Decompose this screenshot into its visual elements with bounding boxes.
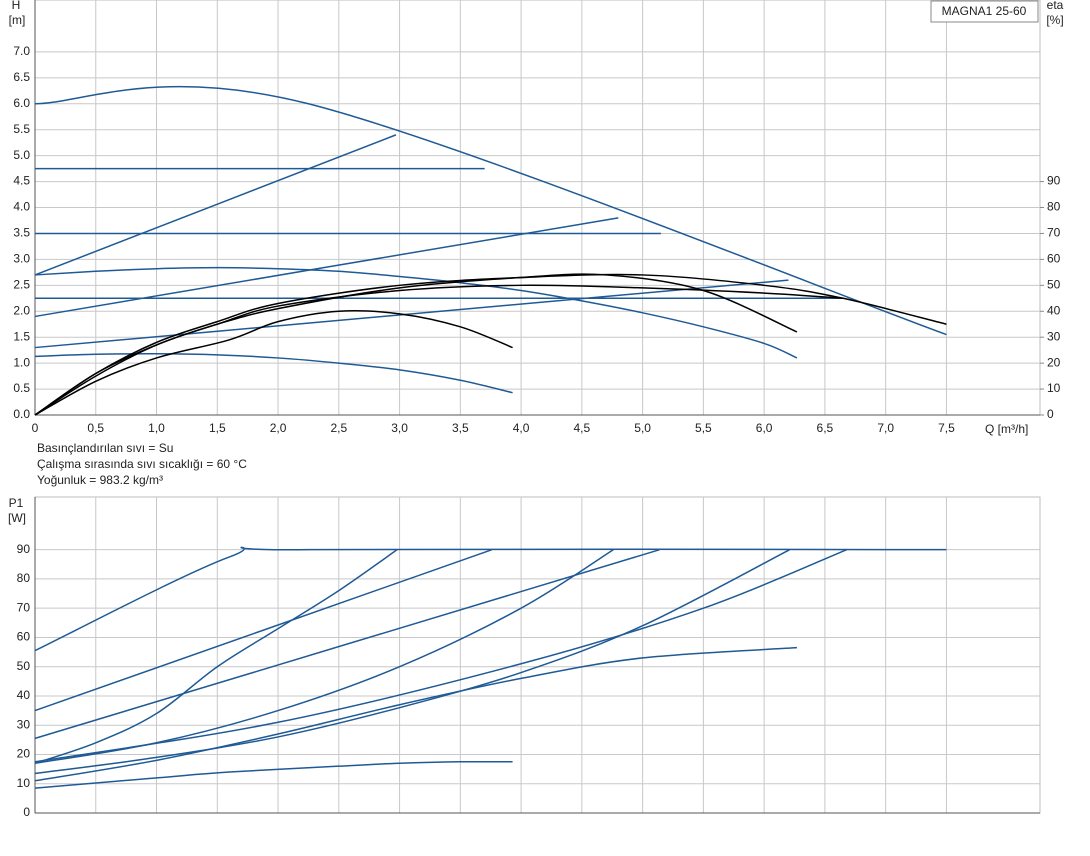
x-tick-label: 4,5 <box>574 421 591 435</box>
x-tick-label: 2,5 <box>330 421 347 435</box>
y-tick-label: 3.0 <box>13 252 30 266</box>
curve <box>34 546 947 652</box>
y-tick-label: 70 <box>17 600 31 614</box>
curve <box>34 279 789 349</box>
y-tick-label: 7.0 <box>13 44 30 58</box>
curve <box>34 134 397 276</box>
x-tick-label: 5,0 <box>634 421 651 435</box>
y-tick-label: 50 <box>17 659 31 673</box>
x-tick-label: 3,5 <box>452 421 469 435</box>
y2-tick-label: 90 <box>1047 174 1061 188</box>
note: Yoğunluk = 983.2 kg/m³ <box>37 473 163 487</box>
y2-tick-label: 50 <box>1047 277 1061 291</box>
curve <box>34 266 798 359</box>
curve <box>34 273 798 416</box>
y-tick-label: 60 <box>17 630 31 644</box>
y-tick-label: 5.5 <box>13 122 30 136</box>
y-axis-label: P1 <box>9 496 24 510</box>
model-label: MAGNA1 25-60 <box>942 4 1027 18</box>
y2-tick-label: 10 <box>1047 381 1061 395</box>
y2-tick-label: 40 <box>1047 303 1061 317</box>
y2-tick-label: 20 <box>1047 355 1061 369</box>
curve <box>34 549 398 764</box>
y-tick-label: 0.0 <box>13 407 30 421</box>
x-tick-label: 5,5 <box>695 421 712 435</box>
x-tick-label: 1,0 <box>148 421 165 435</box>
x-tick-label: 7,0 <box>877 421 894 435</box>
x-tick-label: 6,0 <box>756 421 773 435</box>
x-tick-label: 0,5 <box>87 421 104 435</box>
y-tick-label: 0.5 <box>13 381 30 395</box>
y2-axis-label: eta <box>1047 0 1064 12</box>
y-tick-label: 20 <box>17 747 31 761</box>
y-axis-label: H <box>12 0 21 12</box>
y2-tick-label: 60 <box>1047 252 1061 266</box>
y2-tick-label: 30 <box>1047 329 1061 343</box>
y-tick-label: 30 <box>17 717 31 731</box>
y-tick-label: 3.5 <box>13 226 30 240</box>
y-tick-label: 1.0 <box>13 355 30 369</box>
x-axis-label: Q [m³/h] <box>985 422 1028 436</box>
curve <box>34 548 848 763</box>
y-tick-label: 2.0 <box>13 303 30 317</box>
curve <box>34 353 513 394</box>
plot-area <box>34 496 1041 814</box>
note: Çalışma sırasında sıvı sıcaklığı = 60 °C <box>37 457 247 471</box>
y-tick-label: 80 <box>17 571 31 585</box>
x-tick-label: 3,0 <box>391 421 408 435</box>
y-tick-label: 6.5 <box>13 70 30 84</box>
y2-tick-label: 0 <box>1047 407 1054 421</box>
x-tick-label: 1,5 <box>209 421 226 435</box>
x-tick-label: 6,5 <box>817 421 834 435</box>
y2-tick-label: 80 <box>1047 200 1061 214</box>
curve <box>34 273 947 416</box>
y-tick-label: 5.0 <box>13 148 30 162</box>
curve <box>34 284 844 416</box>
y-tick-label: 4.5 <box>13 174 30 188</box>
y-tick-label: 1.5 <box>13 329 30 343</box>
y2-axis-unit: [%] <box>1046 13 1063 27</box>
x-tick-label: 2,0 <box>270 421 287 435</box>
curve <box>34 760 513 789</box>
curve <box>34 217 619 318</box>
y-tick-label: 0 <box>23 805 30 819</box>
curve <box>34 549 791 775</box>
y-tick-label: 10 <box>17 776 31 790</box>
note: Basınçlandırılan sıvı = Su <box>37 441 173 455</box>
y-tick-label: 40 <box>17 688 31 702</box>
y-axis-unit: [W] <box>8 511 26 525</box>
y-tick-label: 4.0 <box>13 200 30 214</box>
curve <box>34 646 798 782</box>
x-tick-label: 7,5 <box>938 421 955 435</box>
curve <box>34 548 493 712</box>
x-tick-label: 4,0 <box>513 421 530 435</box>
curve <box>34 549 614 764</box>
y-tick-label: 6.0 <box>13 96 30 110</box>
curve <box>34 85 947 336</box>
y-tick-label: 90 <box>17 542 31 556</box>
model-label-box <box>930 0 1039 23</box>
curve <box>34 548 660 740</box>
y2-tick-label: 70 <box>1047 226 1061 240</box>
y-axis-unit: [m] <box>9 13 26 27</box>
curve <box>34 309 513 416</box>
x-tick-label: 0 <box>32 421 39 435</box>
y-tick-label: 2.5 <box>13 277 30 291</box>
